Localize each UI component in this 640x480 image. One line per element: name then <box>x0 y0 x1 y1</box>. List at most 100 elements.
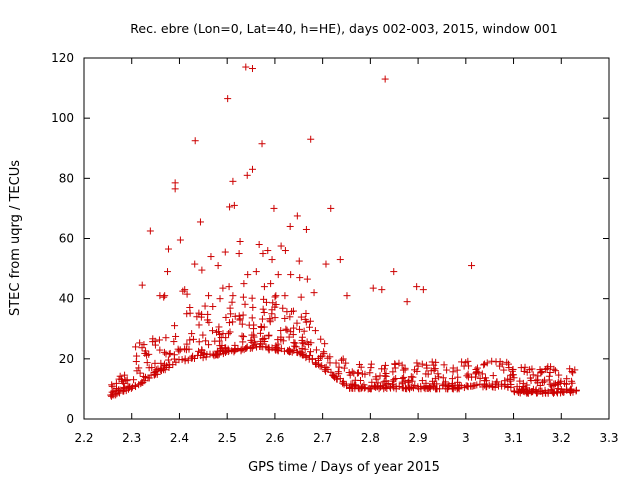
data-point <box>520 367 528 375</box>
data-point <box>132 383 140 391</box>
data-point <box>112 379 120 387</box>
x-tick-label: 3.2 <box>552 431 571 445</box>
data-point <box>349 384 357 392</box>
data-point <box>250 331 258 339</box>
data-point <box>151 359 159 367</box>
data-point <box>308 355 316 363</box>
data-point <box>148 364 156 372</box>
data-point <box>236 315 244 323</box>
data-point <box>156 292 164 300</box>
data-point <box>355 385 363 393</box>
data-point <box>153 370 161 378</box>
data-point <box>293 319 301 327</box>
data-point <box>332 359 340 367</box>
data-point <box>271 293 279 301</box>
data-point <box>229 292 237 300</box>
data-point <box>170 338 178 346</box>
data-point <box>529 371 537 379</box>
data-point <box>454 373 462 381</box>
data-point <box>526 387 534 395</box>
data-point <box>262 343 270 351</box>
data-point <box>179 287 187 295</box>
data-point <box>366 369 374 377</box>
data-point <box>496 358 504 366</box>
data-point <box>274 340 282 348</box>
data-point <box>473 381 481 389</box>
data-point <box>258 140 266 148</box>
data-point <box>128 383 136 391</box>
x-tick-label: 2.9 <box>409 431 428 445</box>
data-point <box>546 380 554 388</box>
data-point <box>119 379 127 387</box>
data-point <box>522 388 530 396</box>
data-point <box>243 171 251 179</box>
data-point <box>488 357 496 365</box>
data-point <box>182 346 190 354</box>
data-point <box>458 358 466 366</box>
x-tick-label: 2.4 <box>170 431 189 445</box>
data-point <box>222 334 230 342</box>
data-point <box>413 367 421 375</box>
data-point <box>181 286 189 294</box>
data-point <box>534 376 542 384</box>
data-point <box>237 347 245 355</box>
data-point <box>420 384 428 392</box>
x-tick-label: 2.5 <box>218 431 237 445</box>
x-axis: 2.2 2.3 2.4 2.5 2.6 2.7 2.8 2.9 3 3.1 3.2 3.3 <box>74 58 619 445</box>
data-point <box>307 348 315 356</box>
data-point <box>164 245 172 253</box>
data-point <box>274 346 282 354</box>
data-point <box>260 295 268 303</box>
data-point <box>218 347 226 355</box>
data-point <box>197 352 205 360</box>
data-point <box>392 374 400 382</box>
data-point <box>545 376 553 384</box>
data-point <box>257 337 265 345</box>
data-point <box>339 355 347 363</box>
data-point <box>110 391 118 399</box>
data-point <box>318 362 326 370</box>
data-point <box>116 386 124 394</box>
data-point <box>136 339 144 347</box>
data-point <box>368 378 376 386</box>
x-tick-label: 3.3 <box>599 431 618 445</box>
x-tick-label: 3 <box>462 431 470 445</box>
data-point <box>247 336 255 344</box>
data-point <box>229 177 237 185</box>
data-point <box>568 368 576 376</box>
data-point <box>439 374 447 382</box>
data-point <box>281 247 289 255</box>
data-point <box>211 337 219 345</box>
data-point <box>222 313 230 321</box>
data-point <box>334 368 342 376</box>
y-tick-label: 40 <box>59 292 74 306</box>
y-tick-label: 80 <box>59 171 74 185</box>
y-axis-title: STEC from uqrg / TECUs <box>8 160 23 316</box>
data-point <box>395 359 403 367</box>
data-point <box>269 299 277 307</box>
data-point <box>249 342 257 350</box>
data-point <box>464 370 472 378</box>
data-point <box>248 314 256 322</box>
data-point <box>369 284 377 292</box>
x-tick-label: 2.2 <box>74 431 93 445</box>
data-point <box>317 335 325 343</box>
data-point <box>244 271 252 279</box>
data-point <box>430 380 438 388</box>
data-point <box>239 311 247 319</box>
data-point <box>248 165 256 173</box>
data-point <box>292 343 300 351</box>
data-point <box>214 328 222 336</box>
data-point <box>231 346 239 354</box>
data-point <box>164 268 172 276</box>
data-point <box>519 379 527 387</box>
data-point <box>482 383 490 391</box>
data-point <box>517 364 525 372</box>
data-point <box>138 344 146 352</box>
data-point <box>383 384 391 392</box>
data-point <box>476 374 484 382</box>
data-point <box>258 315 266 323</box>
data-point <box>413 359 421 367</box>
data-point <box>225 283 233 291</box>
